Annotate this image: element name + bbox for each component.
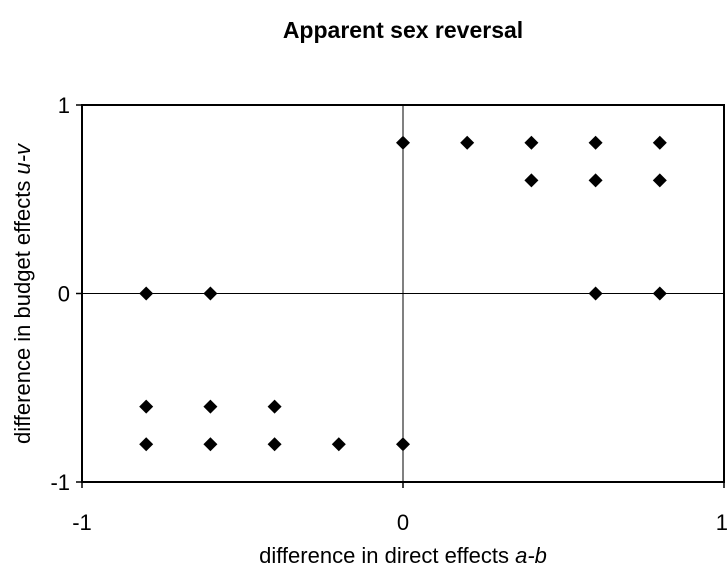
x-tick-label: 1 (716, 510, 728, 535)
point (524, 173, 539, 188)
point (139, 286, 154, 301)
y-tick-label: 0 (58, 282, 70, 307)
x-axis-label: difference in direct effects a-b (259, 543, 547, 568)
y-axis-label: difference in budget effects u-v (10, 142, 35, 444)
point (331, 437, 346, 452)
point (588, 135, 603, 150)
point (652, 286, 667, 301)
point (460, 135, 475, 150)
x-tick-label: -1 (72, 510, 92, 535)
point (267, 399, 282, 414)
point (203, 437, 218, 452)
point (588, 286, 603, 301)
point (139, 437, 154, 452)
point (652, 135, 667, 150)
point (139, 399, 154, 414)
chart-title: Apparent sex reversal (283, 17, 523, 43)
y-tick-label: -1 (50, 470, 70, 495)
point (267, 437, 282, 452)
y-axis-label-italic: u-v (10, 142, 35, 175)
point (203, 399, 218, 414)
point (652, 173, 667, 188)
y-axis-label-text: difference in budget effects (10, 181, 35, 444)
point (524, 135, 539, 150)
point (396, 437, 410, 452)
x-axis-label-italic: a-b (515, 543, 547, 568)
point (396, 135, 410, 150)
point (588, 173, 603, 188)
point (203, 286, 218, 301)
x-axis-label-text: difference in direct effects (259, 543, 509, 568)
y-tick-label: 1 (58, 93, 70, 118)
x-tick-label: 0 (397, 510, 409, 535)
